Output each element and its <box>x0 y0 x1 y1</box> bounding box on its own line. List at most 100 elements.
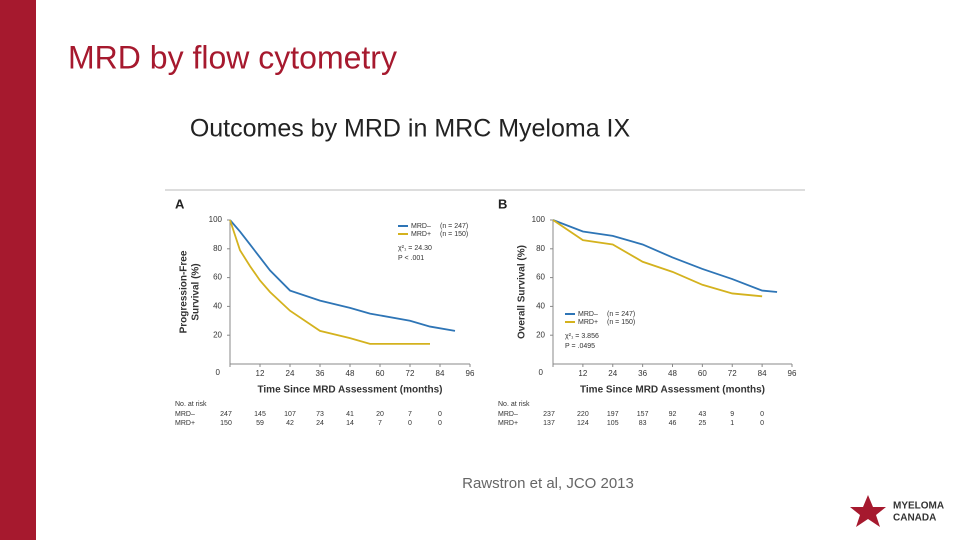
risk-value: 247 <box>220 411 232 418</box>
slide-title: MRD by flow cytometry <box>68 39 397 75</box>
risk-value: 9 <box>730 411 734 418</box>
risk-row-name: MRD– <box>498 411 518 418</box>
legend-n: (n = 247) <box>607 311 635 318</box>
x-tick-label: 12 <box>578 369 587 378</box>
y-axis-label: Overall Survival (%) <box>517 245 528 339</box>
figure-panel <box>165 188 805 431</box>
x-tick-label: 84 <box>758 369 767 378</box>
annotation: P = .0495 <box>565 343 595 350</box>
survival-curve <box>229 219 456 332</box>
risk-value: 157 <box>637 411 649 418</box>
x-axis-label: Time Since MRD Assessment (months) <box>257 385 442 396</box>
y-tick-label: 20 <box>213 330 222 339</box>
legend-n: (n = 150) <box>440 231 468 238</box>
risk-value: 124 <box>577 420 589 427</box>
legend-label: MRD+ <box>578 319 598 326</box>
risk-title: No. at risk <box>175 401 207 408</box>
x-tick-label: 48 <box>668 369 677 378</box>
y-tick-label: 40 <box>213 302 222 311</box>
risk-value: 7 <box>378 420 382 427</box>
risk-value: 43 <box>698 411 706 418</box>
x-tick-label: 36 <box>316 369 325 378</box>
legend-n: (n = 247) <box>440 223 468 230</box>
risk-value: 46 <box>669 420 677 427</box>
risk-value: 0 <box>438 420 442 427</box>
risk-value: 59 <box>256 420 264 427</box>
risk-value: 25 <box>698 420 706 427</box>
risk-value: 1 <box>730 420 734 427</box>
x-tick-label: 72 <box>406 369 415 378</box>
y-axis-label: Survival (%) <box>191 263 202 320</box>
risk-value: 150 <box>220 420 232 427</box>
y-tick-label: 80 <box>213 244 222 253</box>
risk-value: 41 <box>346 411 354 418</box>
x-tick-label: 84 <box>436 369 445 378</box>
x-tick-label: 12 <box>256 369 265 378</box>
legend-label: MRD– <box>578 311 598 318</box>
risk-value: 73 <box>316 411 324 418</box>
citation: Rawstron et al, JCO 2013 <box>462 475 634 492</box>
x-tick-label: 96 <box>788 369 797 378</box>
risk-value: 7 <box>408 411 412 418</box>
y-tick-label: 60 <box>536 273 545 282</box>
risk-value: 145 <box>254 411 266 418</box>
legend-label: MRD+ <box>411 231 431 238</box>
panel-letter: B <box>498 196 507 211</box>
x-tick-label: 48 <box>346 369 355 378</box>
legend-label: MRD– <box>411 223 431 230</box>
x-tick-label: 72 <box>728 369 737 378</box>
x-tick-label: 24 <box>286 369 295 378</box>
x-tick-label: 96 <box>466 369 475 378</box>
risk-title: No. at risk <box>498 401 530 408</box>
y-tick-label: 0 <box>539 368 544 377</box>
risk-value: 237 <box>543 411 555 418</box>
risk-value: 107 <box>284 411 296 418</box>
y-tick-label: 0 <box>216 368 221 377</box>
annotation: P < .001 <box>398 255 424 262</box>
risk-value: 92 <box>669 411 677 418</box>
risk-value: 0 <box>438 411 442 418</box>
logo-text: CANADA <box>893 513 936 524</box>
risk-value: 14 <box>346 420 354 427</box>
risk-value: 0 <box>760 411 764 418</box>
side-bar <box>0 0 36 540</box>
risk-value: 0 <box>760 420 764 427</box>
x-tick-label: 60 <box>376 369 385 378</box>
risk-row-name: MRD+ <box>175 420 195 427</box>
x-tick-label: 60 <box>698 369 707 378</box>
y-axis-label: Progression-Free <box>179 250 190 333</box>
y-tick-label: 20 <box>536 330 545 339</box>
slide-subtitle: Outcomes by MRD in MRC Myeloma IX <box>190 115 631 143</box>
x-axis-label: Time Since MRD Assessment (months) <box>580 385 765 396</box>
risk-value: 24 <box>316 420 324 427</box>
annotation: χ²₁ = 3.856 <box>565 333 599 340</box>
risk-value: 42 <box>286 420 294 427</box>
risk-value: 220 <box>577 411 589 418</box>
risk-value: 83 <box>639 420 647 427</box>
risk-row-name: MRD– <box>175 411 195 418</box>
y-tick-label: 80 <box>536 244 545 253</box>
x-tick-label: 24 <box>608 369 617 378</box>
risk-row-name: MRD+ <box>498 420 518 427</box>
y-tick-label: 100 <box>532 215 546 224</box>
legend-n: (n = 150) <box>607 319 635 326</box>
survival-curve <box>552 219 763 298</box>
y-tick-label: 40 <box>536 302 545 311</box>
logo-text: MYELOMA <box>893 501 944 512</box>
logo-star <box>850 495 886 527</box>
y-tick-label: 100 <box>209 215 223 224</box>
y-tick-label: 60 <box>213 273 222 282</box>
survival-curve <box>229 219 430 345</box>
annotation: χ²₁ = 24.30 <box>398 245 432 252</box>
risk-value: 105 <box>607 420 619 427</box>
risk-value: 137 <box>543 420 555 427</box>
risk-value: 0 <box>408 420 412 427</box>
logo: MYELOMA CANADA <box>850 495 944 527</box>
risk-value: 20 <box>376 411 384 418</box>
survival-curve <box>552 219 778 293</box>
x-tick-label: 36 <box>638 369 647 378</box>
risk-value: 197 <box>607 411 619 418</box>
panel-letter: A <box>175 196 185 211</box>
